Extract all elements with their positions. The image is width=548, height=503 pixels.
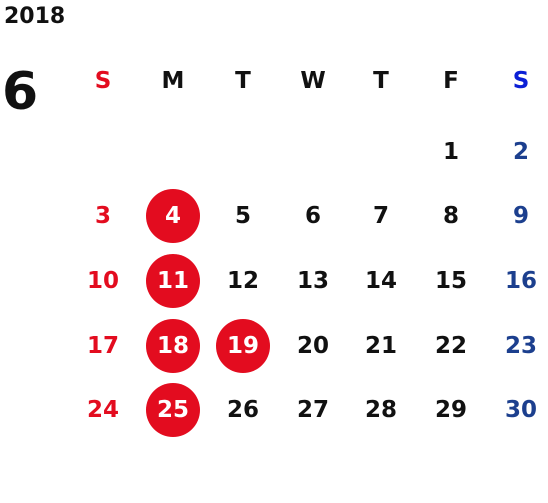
month-label: 6 — [2, 62, 39, 122]
day-cell[interactable]: 12 — [226, 268, 259, 294]
day-cell[interactable]: 18 — [138, 319, 208, 373]
day-cell[interactable]: 24 — [86, 397, 119, 423]
day-cell[interactable]: 25 — [138, 383, 208, 437]
weekday-header: F — [443, 68, 459, 94]
weekday-header: M — [161, 68, 185, 94]
day-cell[interactable]: 11 — [138, 254, 208, 308]
day-cell[interactable]: 27 — [296, 397, 329, 423]
weekday-header: W — [300, 68, 326, 94]
day-cell[interactable]: 9 — [512, 203, 529, 229]
day-cell[interactable]: 5 — [234, 203, 251, 229]
day-cell[interactable]: 8 — [442, 203, 459, 229]
day-cell[interactable]: 28 — [364, 397, 397, 423]
day-cell[interactable]: 2 — [512, 139, 529, 165]
day-cell[interactable]: 29 — [434, 397, 467, 423]
day-cell[interactable]: 6 — [304, 203, 321, 229]
day-cell[interactable]: 17 — [86, 333, 119, 359]
day-cell[interactable]: 3 — [94, 203, 111, 229]
calendar-grid: S M T W T F S 1 2 3 4 5 6 7 8 9 10 11 12 13 14 15 16 17 18 19 20 21… — [68, 0, 548, 503]
day-cell[interactable]: 15 — [434, 268, 467, 294]
highlighted-day: 4 — [146, 189, 200, 243]
day-cell[interactable]: 4 — [138, 189, 208, 243]
highlighted-day: 19 — [216, 319, 270, 373]
day-cell[interactable]: 22 — [434, 333, 467, 359]
day-cell[interactable]: 1 — [442, 139, 459, 165]
day-cell[interactable]: 7 — [372, 203, 389, 229]
weekday-header: S — [94, 68, 112, 94]
year-label: 2018 — [4, 4, 66, 29]
day-cell[interactable]: 20 — [296, 333, 329, 359]
day-cell[interactable]: 23 — [504, 333, 537, 359]
day-cell[interactable]: 14 — [364, 268, 397, 294]
day-cell[interactable]: 19 — [208, 319, 278, 373]
highlighted-day: 25 — [146, 383, 200, 437]
day-cell[interactable]: 16 — [504, 268, 537, 294]
day-cell[interactable]: 13 — [296, 268, 329, 294]
day-cell[interactable]: 10 — [86, 268, 119, 294]
highlighted-day: 11 — [146, 254, 200, 308]
weekday-header: S — [512, 68, 530, 94]
highlighted-day: 18 — [146, 319, 200, 373]
day-cell[interactable]: 30 — [504, 397, 537, 423]
weekday-header: T — [373, 68, 389, 94]
weekday-header: T — [235, 68, 251, 94]
day-cell[interactable]: 21 — [364, 333, 397, 359]
day-cell[interactable]: 26 — [226, 397, 259, 423]
